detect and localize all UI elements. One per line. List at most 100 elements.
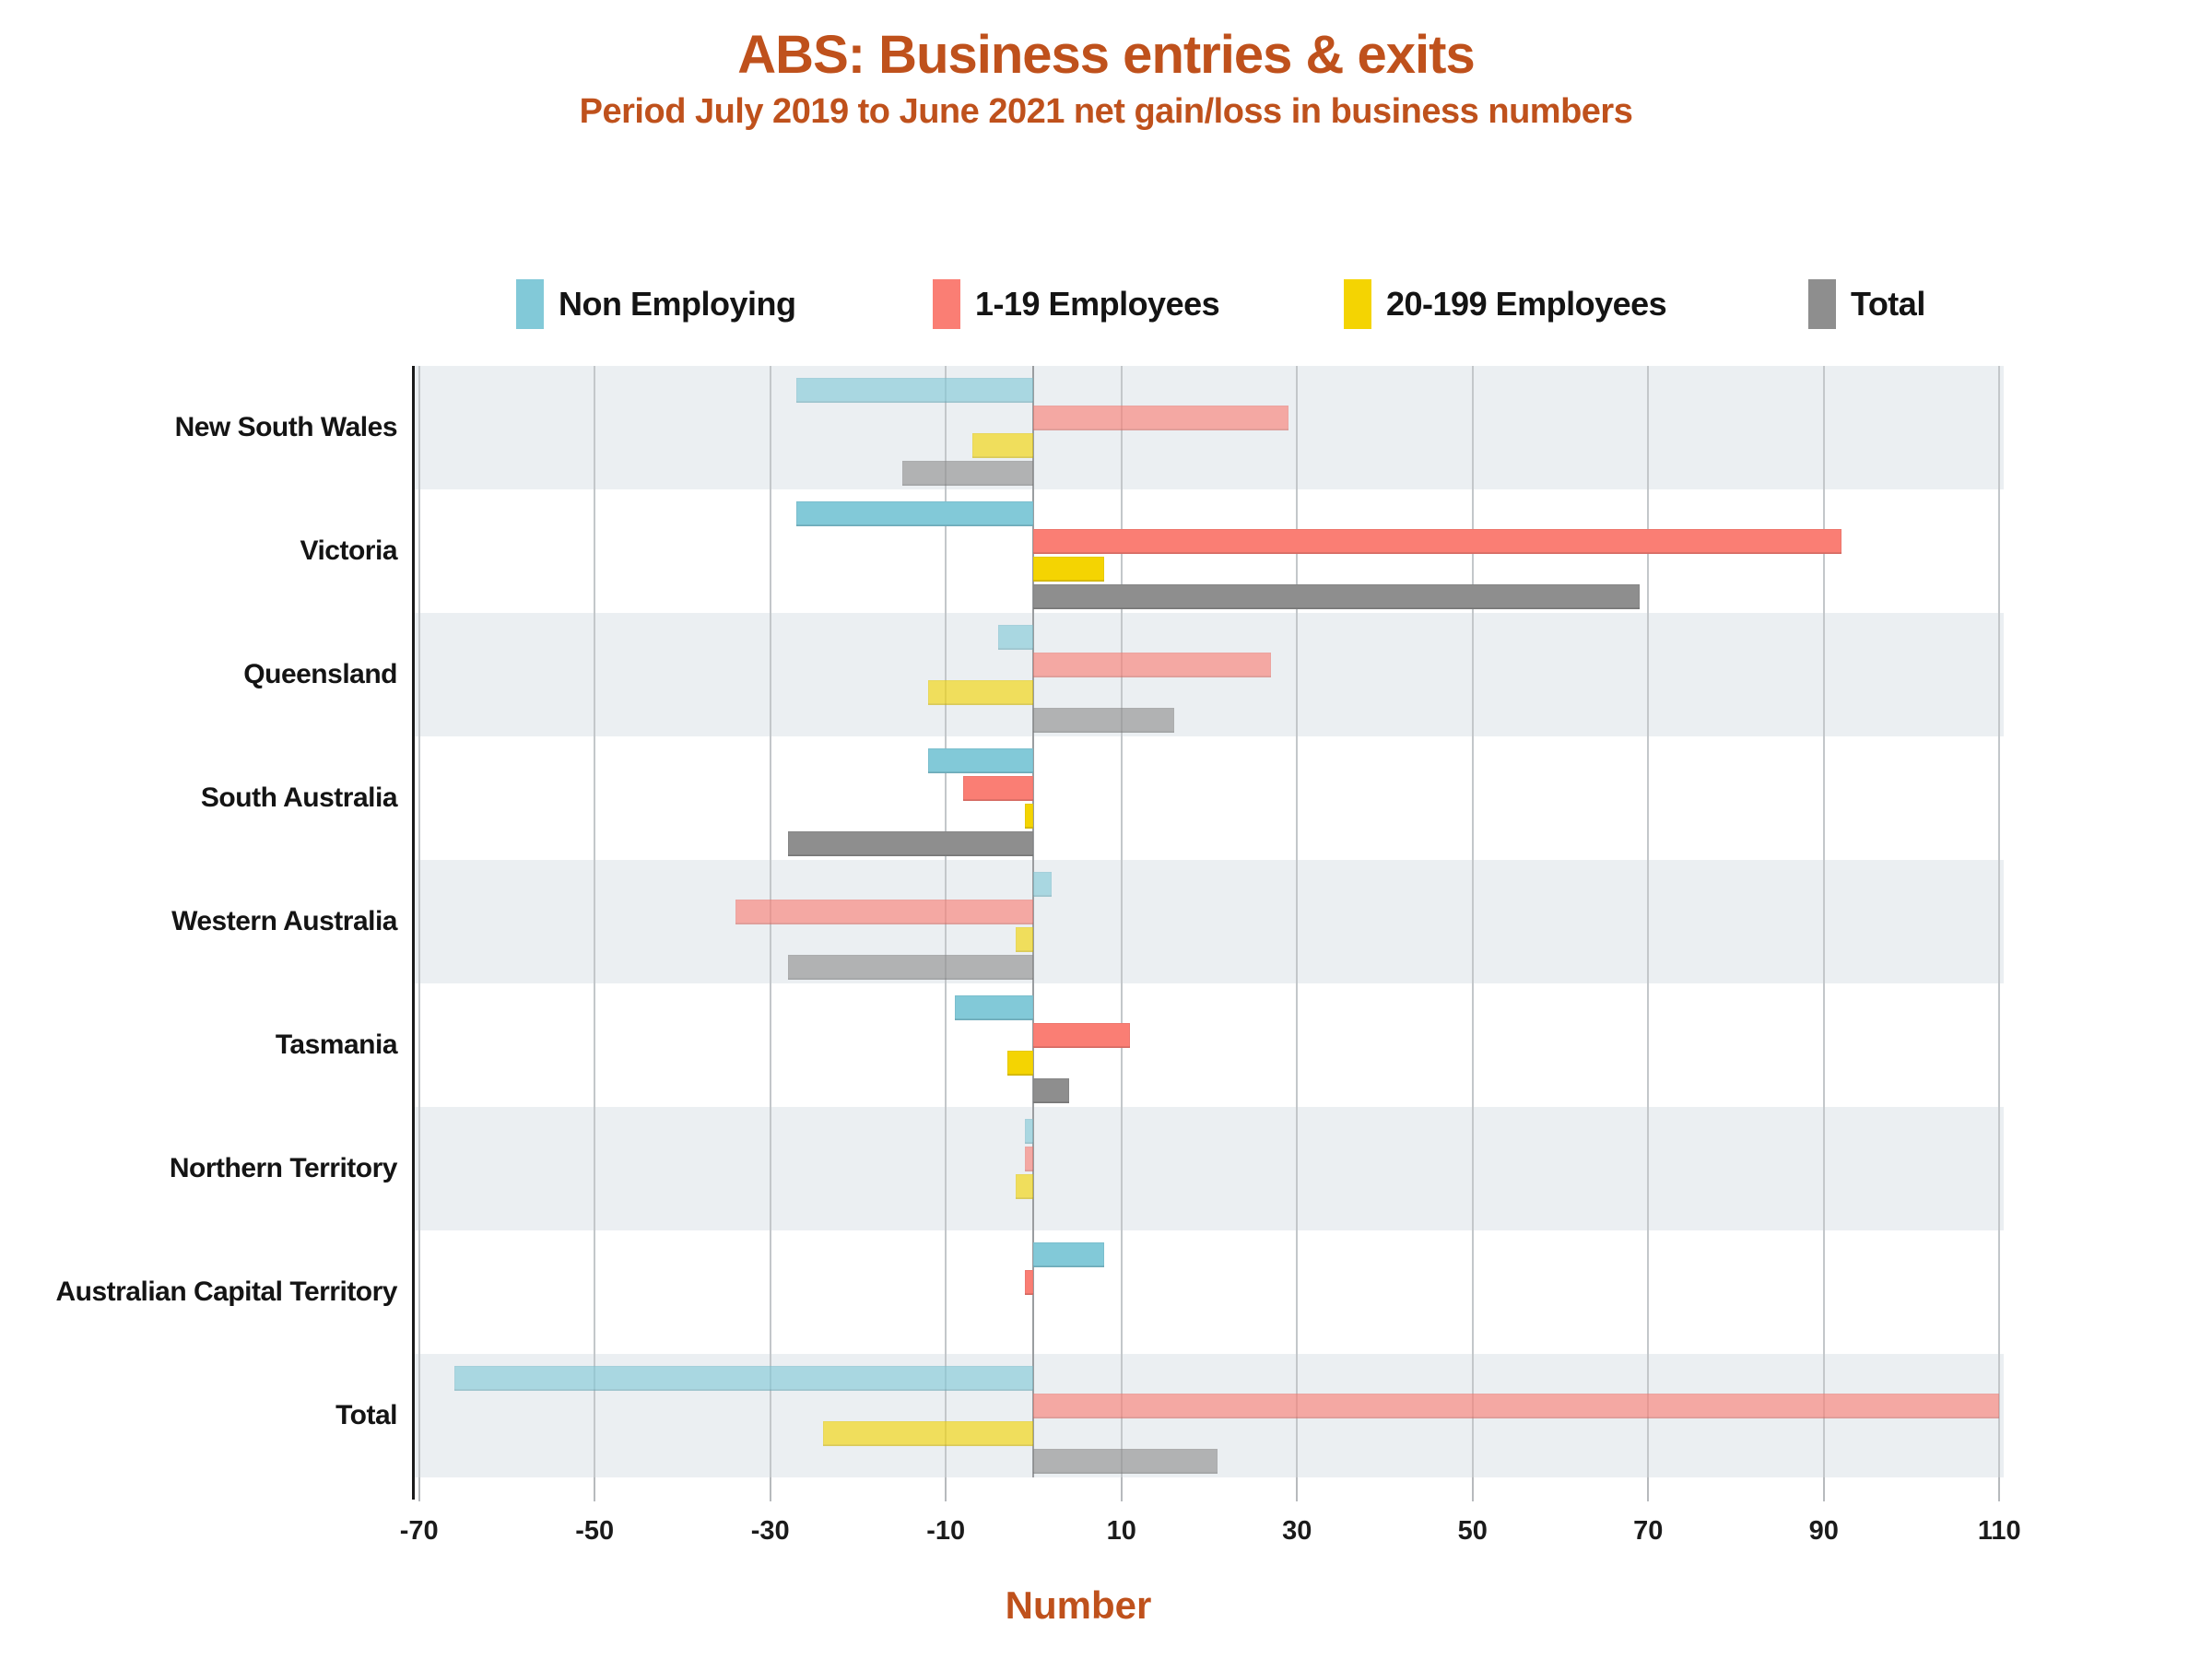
- legend: Non Employing 1-19 Employees 20-199 Employ…: [0, 275, 2212, 334]
- bar-1-19-employees: [1024, 1147, 1034, 1171]
- bar-non-employing: [998, 625, 1034, 650]
- x-tick-label: -70: [399, 1516, 439, 1546]
- bar-20-199-employees: [1016, 927, 1034, 952]
- gridline: [1471, 366, 1474, 1477]
- bar-20-199-employees: [1024, 804, 1034, 829]
- bar-non-employing: [1024, 1119, 1034, 1144]
- category-label: New South Wales: [174, 412, 398, 442]
- bar-non-employing: [796, 378, 1034, 403]
- gridline: [1822, 366, 1825, 1477]
- x-tick-label: 90: [1808, 1516, 1839, 1546]
- legend-item-4: Total: [1808, 275, 1925, 334]
- bar-total: [1033, 1078, 1069, 1103]
- bar-total: [1033, 708, 1174, 733]
- legend-swatch-icon: [516, 279, 544, 329]
- bar-20-199-employees: [1006, 1051, 1034, 1076]
- bar-1-19-employees: [963, 776, 1034, 801]
- bar-non-employing: [1033, 872, 1052, 897]
- x-tick-label: 30: [1282, 1516, 1312, 1546]
- chart-title: ABS: Business entries & exits: [737, 25, 1475, 85]
- chart-subtitle: Period July 2019 to June 2021 net gain/l…: [579, 92, 1633, 131]
- row-band: [414, 860, 2004, 983]
- legend-item-2: 1-19 Employees: [933, 275, 1220, 334]
- x-tick-label: 10: [1106, 1516, 1136, 1546]
- bar-20-199-employees: [822, 1421, 1034, 1446]
- x-tick-label: -30: [750, 1516, 790, 1546]
- bar-20-199-employees: [971, 433, 1034, 458]
- x-tick-mark: [1647, 1477, 1650, 1501]
- x-tick-mark: [1822, 1477, 1825, 1501]
- x-tick-mark: [1998, 1477, 2001, 1501]
- x-tick-label: -50: [575, 1516, 615, 1546]
- category-label: Australian Capital Territory: [55, 1277, 397, 1307]
- x-tick-mark: [1471, 1477, 1474, 1501]
- x-axis-title: Number: [1005, 1583, 1152, 1627]
- x-tick-mark: [1120, 1477, 1123, 1501]
- x-tick-label: 110: [1977, 1516, 2021, 1546]
- bar-group-row: [414, 489, 2004, 613]
- bar-non-employing: [796, 501, 1034, 526]
- legend-item-1: Non Employing: [516, 275, 796, 334]
- legend-item-3: 20-199 Employees: [1344, 275, 1667, 334]
- bar-non-employing: [1033, 1242, 1104, 1267]
- gridline: [418, 366, 420, 1477]
- category-label: Queensland: [243, 659, 397, 689]
- bar-group-row: [414, 860, 2004, 983]
- gridline: [1120, 366, 1123, 1477]
- legend-label: 1-19 Employees: [975, 285, 1220, 323]
- bar-20-199-employees: [1016, 1174, 1034, 1199]
- bar-1-19-employees: [1024, 1270, 1034, 1295]
- x-tick-mark: [945, 1477, 947, 1501]
- x-tick-mark: [594, 1477, 596, 1501]
- bar-group-row: [414, 983, 2004, 1107]
- bar-1-19-employees: [1033, 653, 1271, 677]
- bar-group-row: [414, 1230, 2004, 1354]
- zero-line: [1032, 366, 1035, 1477]
- gridline: [594, 366, 596, 1477]
- bar-20-199-employees: [1033, 557, 1104, 582]
- category-label: Tasmania: [275, 1030, 398, 1060]
- x-axis-tick-labels: -70 -50 -30 -10 10 30 50 70 90 110: [400, 1516, 2021, 1553]
- bar-non-employing: [954, 995, 1034, 1020]
- gridline: [1998, 366, 2001, 1477]
- bar-1-19-employees: [1033, 406, 1288, 430]
- legend-label: 20-199 Employees: [1386, 285, 1667, 323]
- bar-group-row: [414, 1107, 2004, 1230]
- category-label: Northern Territory: [169, 1153, 398, 1183]
- bar-group-row: [414, 1354, 2004, 1477]
- bar-20-199-employees: [928, 680, 1034, 705]
- legend-swatch-icon: [1344, 279, 1371, 329]
- x-tick-label: 50: [1457, 1516, 1488, 1546]
- bar-total: [787, 955, 1034, 980]
- bar-group-row: [414, 736, 2004, 860]
- category-label: South Australia: [200, 782, 398, 813]
- bar-group-row: [414, 366, 2004, 489]
- bar-group-row: [414, 613, 2004, 736]
- legend-swatch-icon: [1808, 279, 1836, 329]
- x-tick-label: 70: [1633, 1516, 1664, 1546]
- row-band: [414, 1107, 2004, 1230]
- bar-1-19-employees: [1033, 529, 1841, 554]
- bar-1-19-employees: [1033, 1023, 1131, 1048]
- bar-total: [901, 461, 1034, 486]
- category-label: Western Australia: [171, 906, 397, 936]
- legend-label: Total: [1851, 285, 1925, 323]
- gridline: [1296, 366, 1299, 1477]
- category-label: Victoria: [300, 535, 398, 566]
- legend-swatch-icon: [933, 279, 960, 329]
- bar-non-employing: [928, 748, 1034, 773]
- bar-1-19-employees: [735, 900, 1034, 924]
- gridline: [1647, 366, 1650, 1477]
- bar-non-employing: [453, 1366, 1034, 1391]
- x-tick-mark: [769, 1477, 771, 1501]
- category-label: Total: [335, 1400, 397, 1430]
- x-tick-mark: [1296, 1477, 1299, 1501]
- y-axis-line: [412, 366, 415, 1500]
- bar-1-19-employees: [1033, 1394, 2000, 1418]
- bar-total: [1033, 1449, 1218, 1474]
- x-tick-mark: [418, 1477, 420, 1501]
- x-tick-label: -10: [926, 1516, 966, 1546]
- plot-area: [412, 366, 2004, 1501]
- legend-label: Non Employing: [559, 285, 796, 323]
